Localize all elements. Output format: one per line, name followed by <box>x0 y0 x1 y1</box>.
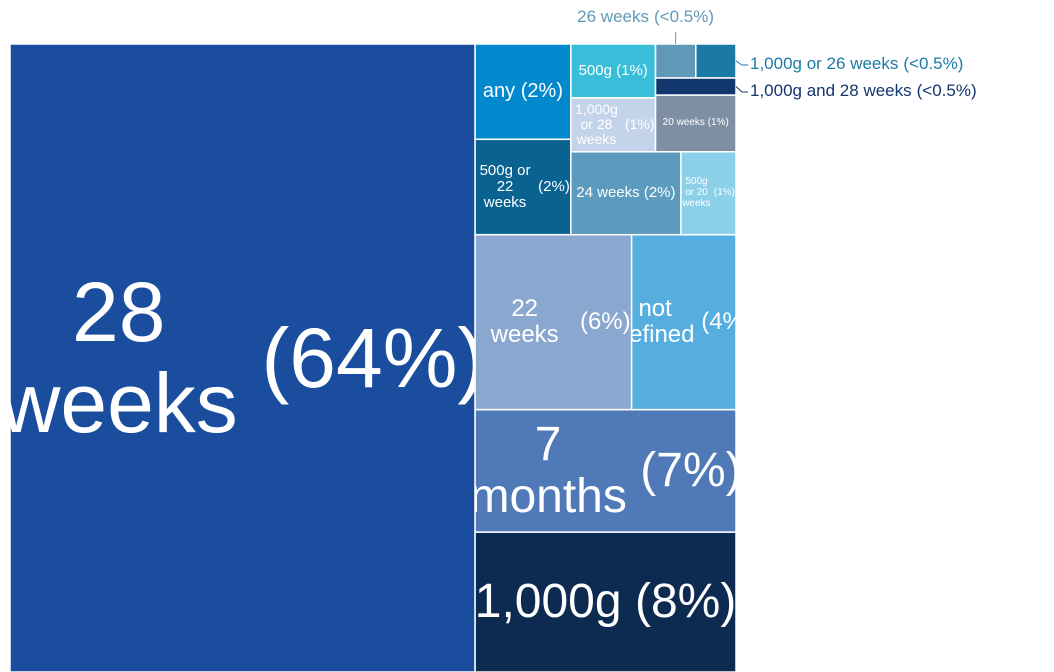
cell-label: 500g <box>578 61 612 79</box>
value-label: (1%) <box>707 117 729 128</box>
cell-label: 24 weeks <box>576 184 640 202</box>
cell-text: not defined(4%) <box>632 235 736 410</box>
callout-label: 1,000g or 26 weeks (<0.5%) <box>750 54 963 73</box>
cell-label: 500g or 22 weeks <box>479 161 531 212</box>
callout-label: 1,000g and 28 weeks (<0.5%) <box>750 81 977 100</box>
value-label: (4%) <box>701 308 736 336</box>
treemap-cell <box>570 97 657 153</box>
cell-text: 500g or 20 weeks(1%) <box>681 152 736 235</box>
treemap-cell <box>474 233 633 411</box>
cell-label: 7 months <box>475 417 627 523</box>
value-label: (7%) <box>640 443 736 497</box>
cell-text-box: 1,000g (8%) <box>475 532 736 672</box>
treemap-cell <box>630 233 737 411</box>
value-label: (2%) <box>643 184 676 202</box>
cell-text: any (2%) <box>475 44 571 139</box>
value-label: (2%) <box>520 79 563 102</box>
cell-label: 1,000g <box>475 575 622 629</box>
value-label: (64%) <box>261 310 476 405</box>
cell-text-box: 500g (1%) <box>571 44 656 98</box>
cell-label: not defined <box>631 295 695 349</box>
value-label: (6%) <box>579 308 631 336</box>
callout-value: (<0.5%) <box>917 81 977 100</box>
value-label: (8%) <box>635 575 736 629</box>
cell-label: any <box>482 79 516 102</box>
cell-text: 20 weeks (1%) <box>656 95 736 152</box>
cell-text-box: 28 weeks (64%) <box>10 44 475 672</box>
callout-category: 1,000g or 26 weeks <box>750 54 898 73</box>
cell-text: 22 weeks (6%) <box>475 235 632 410</box>
treemap-cell <box>9 43 476 672</box>
leader-line <box>735 60 748 66</box>
treemap-cell <box>654 43 697 79</box>
cell-text-box: 7 months (7%) <box>475 410 736 532</box>
cell-text-box: any (2%) <box>475 44 571 139</box>
cell-text: 500g or 22 weeks (2%) <box>475 139 571 234</box>
callout-value: (<0.5%) <box>654 7 714 26</box>
cell-text-box: 24 weeks (2%) <box>571 152 681 235</box>
value-label: (1%) <box>616 61 648 79</box>
cell-text-box: 22 weeks (6%) <box>475 235 632 410</box>
cell-text-box: not defined(4%) <box>632 235 736 410</box>
cell-text: 500g (1%) <box>571 44 656 98</box>
leader-line <box>735 86 748 93</box>
value-label: (1%) <box>624 116 655 133</box>
cell-text-box: 500g or 20 weeks (1%) <box>681 152 736 235</box>
treemap-cell <box>474 408 737 533</box>
cell-text-box: 20 weeks (1%) <box>656 95 736 152</box>
cell-text: 1,000g (8%) <box>475 532 736 672</box>
callout-category: 26 weeks <box>577 7 649 26</box>
cell-label: 22 weeks <box>490 295 559 349</box>
treemap-cell <box>695 43 737 79</box>
cell-text: 24 weeks (2%) <box>571 152 681 235</box>
cell-text: 1,000g or 28 weeks (1%) <box>571 98 656 152</box>
value-label: (2%) <box>538 177 570 195</box>
cell-label: 28 weeks <box>10 265 238 450</box>
cell-text-box: 1,000g or 28 weeks (1%) <box>571 98 656 152</box>
callout-category: 1,000g and 28 weeks <box>750 81 912 100</box>
cell-label: 1,000g or 28 weeks <box>575 101 618 148</box>
cell-text: 7 months (7%) <box>475 410 736 532</box>
callout-value: (<0.5%) <box>903 54 963 73</box>
treemap-cell <box>474 531 737 672</box>
value-label: (1%) <box>713 186 735 198</box>
cell-label: 20 weeks <box>662 117 705 128</box>
cell-text: 28 weeks (64%) <box>10 44 475 672</box>
treemap-cell <box>654 77 737 96</box>
cell-label: 500g or 20 weeks <box>682 176 711 209</box>
callout-label: 26 weeks (<0.5%) <box>577 7 714 26</box>
cell-text-box: 500g or 22 weeks (2%) <box>475 139 571 234</box>
treemap-cell <box>654 94 737 153</box>
treemap-cell <box>570 43 657 99</box>
